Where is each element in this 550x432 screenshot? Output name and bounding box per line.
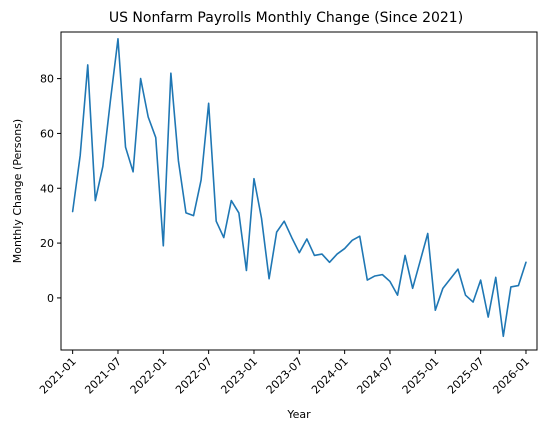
x-tick-label: 2022-07 [173,355,215,397]
series-line [71,38,527,338]
x-tick-label: 2024-01 [309,355,351,397]
y-axis: 0 20 40 60 80 [40,73,61,305]
x-axis: 2021-01 2021-07 2022-01 2022-07 2023-01 2023-… [37,350,532,397]
y-tick-label: 60 [40,127,54,140]
x-tick-label: 2021-01 [37,355,79,397]
chart-title: US Nonfarm Payrolls Monthly Change (Sinc… [109,10,463,26]
y-tick-label: 40 [40,182,54,195]
x-tick-label: 2025-01 [400,355,442,397]
x-tick-label: 2023-01 [218,355,260,397]
x-tick-label: 2023-07 [264,355,306,397]
x-tick-label: 2021-07 [82,355,124,397]
x-tick-label: 2025-07 [445,355,487,397]
plot-area-frame [60,31,538,351]
series-layer [71,38,527,338]
y-tick-label: 0 [47,292,54,305]
x-tick-label: 2022-01 [128,355,170,397]
x-tick-label: 2026-01 [490,355,532,397]
y-tick-label: 20 [40,237,54,250]
y-axis-label: Monthly Change (Persons) [11,119,24,263]
x-tick-label: 2024-07 [354,355,396,397]
y-tick-label: 80 [40,73,54,86]
x-axis-label: Year [286,408,311,421]
